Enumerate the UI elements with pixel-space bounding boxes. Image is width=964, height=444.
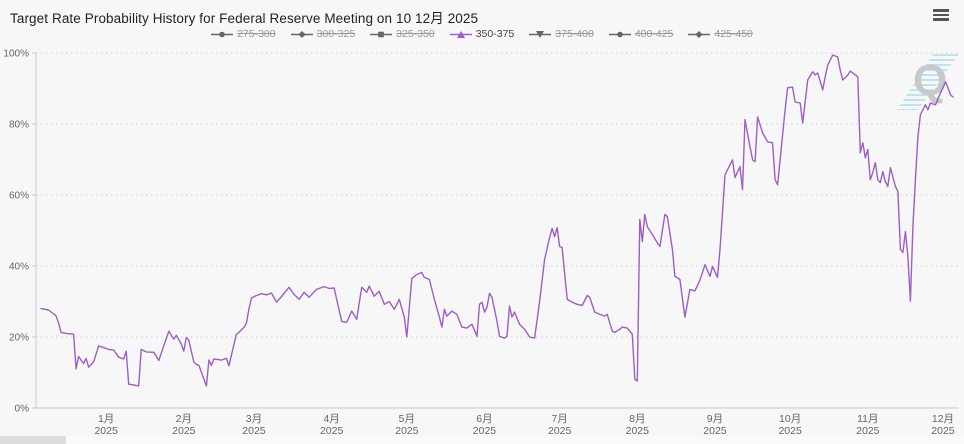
svg-text:80%: 80%: [9, 120, 29, 131]
legend-label: 300-325: [316, 28, 356, 40]
legend-triangle-up-icon: [449, 30, 472, 38]
legend-label: 325-350: [396, 28, 435, 40]
chart-context-menu-button[interactable]: [930, 6, 952, 24]
legend-item-400-425[interactable]: 400-425: [608, 28, 674, 40]
legend-label: 400-425: [634, 28, 674, 40]
legend-item-350-375[interactable]: 350-375: [449, 28, 515, 40]
hamburger-icon: [933, 9, 949, 12]
legend: 275-300 300-325 325-350 350-375 375-400 400-4…: [0, 28, 964, 40]
legend-label: 425-450: [714, 28, 753, 40]
watermark-logo: Q: [897, 54, 959, 110]
legend-item-375-400[interactable]: 375-400: [529, 28, 594, 40]
chart-title: Target Rate Probability History for Fede…: [10, 11, 479, 26]
legend-circle-icon: [211, 31, 234, 37]
svg-text:20%: 20%: [9, 333, 29, 344]
legend-square-icon: [370, 31, 393, 37]
legend-item-300-325[interactable]: 300-325: [290, 28, 356, 40]
legend-diamond-icon: [688, 30, 711, 38]
legend-triangle-down-icon: [529, 30, 552, 38]
svg-text:0%: 0%: [15, 404, 30, 415]
horizontal-scrollbar[interactable]: [0, 436, 964, 444]
legend-diamond-icon: [290, 30, 313, 38]
svg-text:100%: 100%: [3, 49, 29, 60]
legend-label: 275-300: [237, 28, 276, 40]
legend-item-425-450[interactable]: 425-450: [688, 28, 753, 40]
series-line-350-375: [40, 54, 954, 387]
legend-circle-icon: [608, 31, 631, 37]
scrollbar-thumb[interactable]: [0, 436, 66, 444]
svg-text:60%: 60%: [9, 191, 29, 202]
legend-label: 375-400: [555, 28, 594, 40]
legend-item-325-350[interactable]: 325-350: [370, 28, 435, 40]
q-logo-icon: Q: [913, 56, 948, 105]
legend-item-275-300[interactable]: 275-300: [211, 28, 276, 40]
legend-label: 350-375: [475, 28, 515, 40]
svg-text:40%: 40%: [9, 262, 29, 273]
